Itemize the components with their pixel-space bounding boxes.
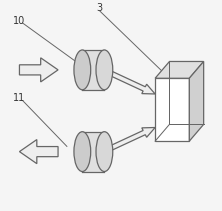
Ellipse shape [74,132,91,172]
Text: 10: 10 [13,16,25,26]
Polygon shape [102,127,155,154]
Polygon shape [82,132,104,172]
Polygon shape [20,58,58,82]
Polygon shape [102,68,155,94]
Polygon shape [155,78,189,141]
Text: 3: 3 [97,3,103,13]
Ellipse shape [96,50,113,90]
Ellipse shape [96,132,113,172]
Polygon shape [189,61,204,141]
Ellipse shape [74,50,91,90]
Text: 11: 11 [13,93,25,103]
Polygon shape [155,61,204,78]
Polygon shape [20,139,58,164]
Polygon shape [82,50,104,90]
